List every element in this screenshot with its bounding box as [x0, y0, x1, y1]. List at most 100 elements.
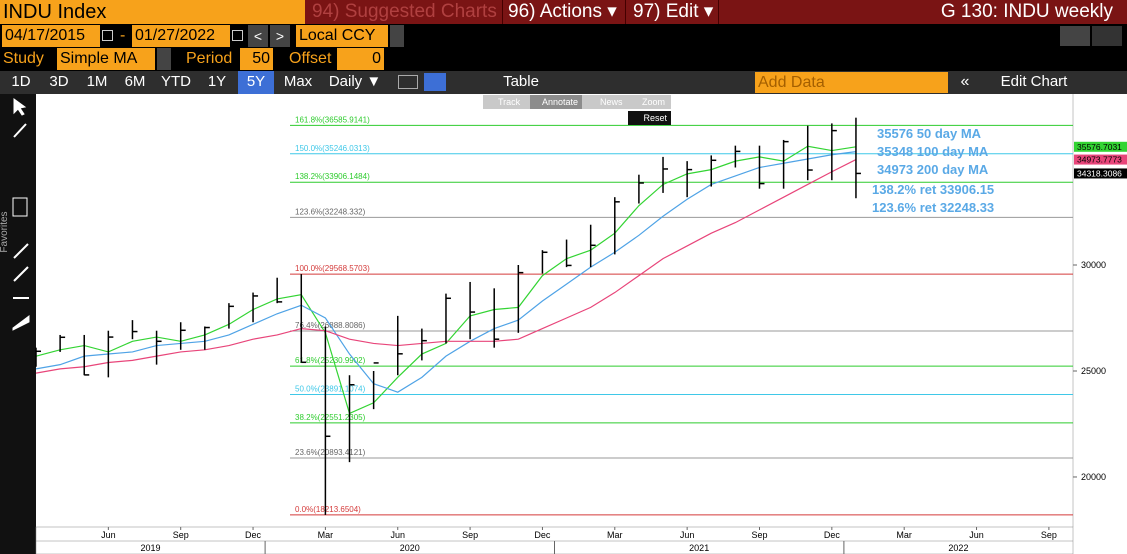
- x-tick-label: Jun: [680, 530, 695, 540]
- x-tick-label: Mar: [896, 530, 912, 540]
- x-tick-label: Jun: [390, 530, 405, 540]
- period-button[interactable]: 1M: [86, 73, 108, 90]
- annotation: 35576 50 day MA: [877, 126, 982, 141]
- price-tag-label: 34318.3086: [1077, 168, 1122, 178]
- ray-tool[interactable]: [13, 266, 29, 282]
- fib-label: 61.8%(25230.9902): [295, 356, 366, 365]
- separator: [625, 0, 626, 24]
- left-tool-icons: [12, 98, 30, 331]
- period-button[interactable]: 3D: [49, 73, 69, 90]
- trend-tool[interactable]: [13, 243, 29, 259]
- fib-label: 123.6%(32248.332): [295, 207, 366, 216]
- year-label: 2022: [948, 543, 968, 553]
- annotation: 123.6% ret 32248.33: [872, 200, 994, 215]
- fib-label: 38.2%(22551.2305): [295, 413, 366, 422]
- fib-label: 0.0%(18213.6504): [295, 505, 361, 514]
- x-tick-label: Mar: [318, 530, 334, 540]
- offset-field[interactable]: 0: [337, 48, 384, 70]
- year-label: 2021: [689, 543, 709, 553]
- price-tag-label: 34973.7773: [1077, 155, 1122, 165]
- collapse-button[interactable]: «: [960, 73, 970, 90]
- study-field[interactable]: Simple MA: [57, 48, 155, 70]
- fib-label: 23.6%(20893.4121): [295, 448, 366, 457]
- title-bar: [305, 0, 1127, 24]
- edit-menu[interactable]: 97) Edit ▾: [633, 1, 714, 22]
- table-button[interactable]: Table: [503, 73, 539, 90]
- chart-tool-button[interactable]: Annotate: [530, 95, 583, 109]
- prev-button[interactable]: <: [248, 25, 268, 47]
- fib-label: 138.2%(33906.1484): [295, 172, 370, 181]
- study-label: Study: [3, 50, 44, 67]
- edit-chart-button[interactable]: Edit Chart: [1000, 73, 1068, 90]
- x-tick-label: Dec: [534, 530, 551, 540]
- chart-background: [36, 94, 1127, 554]
- reset-button[interactable]: Reset: [628, 111, 671, 125]
- offset-label: Offset: [289, 50, 332, 67]
- dropdown[interactable]: [157, 48, 171, 70]
- period-button[interactable]: 6M: [124, 73, 146, 90]
- annotation: 34973 200 day MA: [877, 162, 989, 177]
- line-icon[interactable]: [398, 75, 418, 89]
- annotation: 35348 100 day MA: [877, 144, 989, 159]
- frequency-menu[interactable]: Daily ▼: [328, 73, 382, 90]
- x-tick-label: Sep: [751, 530, 767, 540]
- next-button[interactable]: >: [270, 25, 290, 47]
- x-tick-label: Sep: [173, 530, 189, 540]
- fib-label: 50.0%(23891.1074): [295, 384, 366, 393]
- text-tool[interactable]: [12, 197, 28, 217]
- chart-tool-button[interactable]: News: [600, 97, 623, 107]
- period-button[interactable]: 1Y: [207, 73, 227, 90]
- price-tag-label: 35576.7031: [1077, 142, 1122, 152]
- favorites-label: Favorites: [0, 211, 10, 252]
- x-tick-label: Sep: [462, 530, 478, 540]
- redo-button[interactable]: [1092, 26, 1122, 46]
- undo-button[interactable]: [1060, 26, 1090, 46]
- period-button[interactable]: 1D: [11, 73, 31, 90]
- fib-label: 150.0%(35246.0313): [295, 144, 370, 153]
- separator: [502, 0, 503, 24]
- year-label: 2019: [141, 543, 161, 553]
- moving-average: [35, 145, 857, 415]
- calendar-icon[interactable]: [232, 30, 243, 41]
- x-tick-label: Mar: [607, 530, 623, 540]
- y-tick-label: 30000: [1081, 260, 1106, 270]
- x-tick-label: Jun: [969, 530, 984, 540]
- price-tag: [1074, 141, 1127, 152]
- x-tick-label: Sep: [1041, 530, 1057, 540]
- period-label: Period: [186, 50, 233, 67]
- x-tick-label: Dec: [245, 530, 262, 540]
- separator: [718, 0, 719, 24]
- date-dash: -: [120, 27, 126, 44]
- chart-tool-button[interactable]: Zoom: [642, 97, 666, 107]
- fib-label: 161.8%(36585.9141): [295, 115, 370, 124]
- y-tick-label: 20000: [1081, 472, 1106, 482]
- period-button[interactable]: Max: [283, 73, 313, 90]
- add-data-field[interactable]: Add Data: [755, 72, 948, 93]
- security-field[interactable]: INDU Index: [0, 0, 305, 24]
- currency-field[interactable]: Local CCY: [296, 25, 388, 47]
- channel-tool[interactable]: [12, 315, 30, 331]
- dropdown[interactable]: [390, 25, 404, 47]
- bar-icon[interactable]: [424, 73, 446, 91]
- actions-menu[interactable]: 96) Actions ▾: [508, 1, 617, 22]
- period-field[interactable]: 50: [240, 48, 273, 70]
- x-tick-label: Jun: [101, 530, 116, 540]
- year-label: 2020: [400, 543, 420, 553]
- chart-id: G 130: INDU weekly: [940, 1, 1113, 22]
- end-date[interactable]: 01/27/2022: [132, 25, 230, 47]
- price-tag: [1074, 154, 1127, 165]
- period-button[interactable]: YTD: [161, 73, 191, 90]
- start-date[interactable]: 04/17/2015: [2, 25, 100, 47]
- pointer-icon[interactable]: [13, 98, 27, 116]
- suggested-charts[interactable]: 94) Suggested Charts: [312, 1, 497, 22]
- line-tool[interactable]: [13, 123, 27, 138]
- moving-average: [35, 151, 857, 393]
- calendar-icon[interactable]: [102, 30, 113, 41]
- price-tag: [1074, 168, 1127, 179]
- fib-label: 100.0%(29568.5703): [295, 264, 370, 273]
- x-tick-label: Dec: [824, 530, 841, 540]
- period-button[interactable]: 5Y: [238, 71, 274, 94]
- chart-tool-button[interactable]: Track: [498, 97, 521, 107]
